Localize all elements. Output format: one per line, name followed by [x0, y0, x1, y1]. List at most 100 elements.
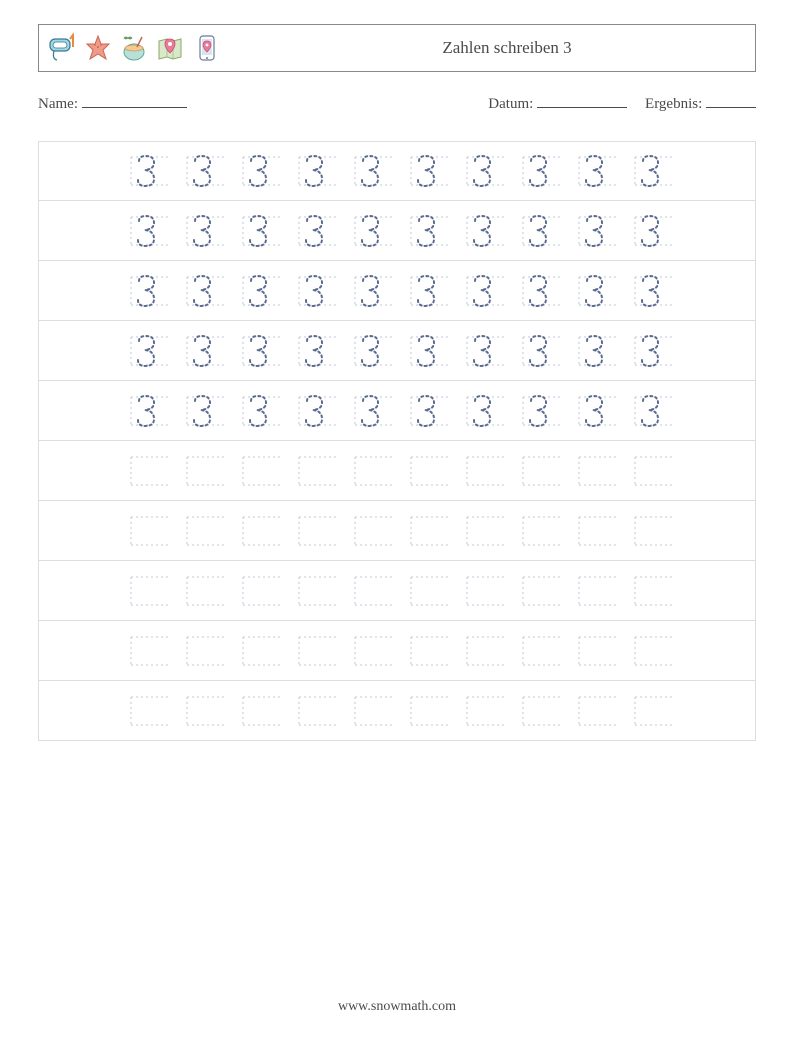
blank-guide-cell [297, 689, 353, 733]
blank-guide-cell [577, 629, 633, 673]
blank-guide-cell [297, 509, 353, 553]
header-box: Zahlen schreiben 3 [38, 24, 756, 72]
blank-guide-cell [577, 569, 633, 613]
blank-guide-cell [129, 509, 185, 553]
trace-digit-cell [633, 389, 689, 433]
tracing-row [38, 321, 756, 381]
phone-location-icon [191, 30, 221, 66]
blank-guide-cell [129, 629, 185, 673]
tracing-row [38, 261, 756, 321]
tracing-row [38, 621, 756, 681]
blank-guide-cell [465, 569, 521, 613]
trace-digit-cell [241, 149, 297, 193]
trace-digit-cell [241, 269, 297, 313]
trace-digit-cell [633, 149, 689, 193]
tracing-row [38, 441, 756, 501]
date-label: Datum: [488, 96, 533, 112]
blank-guide-cell [633, 449, 689, 493]
blank-guide-cell [129, 449, 185, 493]
blank-guide-cell [185, 629, 241, 673]
trace-digit-cell [297, 269, 353, 313]
trace-digit-cell [185, 209, 241, 253]
date-field: Datum: [488, 94, 627, 113]
trace-digit-cell [297, 329, 353, 373]
blank-guide-cell [353, 509, 409, 553]
trace-digit-cell [129, 149, 185, 193]
trace-digit-cell [185, 149, 241, 193]
blank-guide-cell [185, 569, 241, 613]
trace-digit-cell [185, 329, 241, 373]
blank-guide-cell [129, 689, 185, 733]
date-blank [537, 94, 627, 108]
blank-guide-cell [353, 629, 409, 673]
trace-digit-cell [521, 389, 577, 433]
trace-digit-cell [577, 389, 633, 433]
trace-digit-cell [409, 149, 465, 193]
trace-digit-cell [521, 209, 577, 253]
blank-guide-cell [577, 689, 633, 733]
trace-digit-cell [353, 329, 409, 373]
blank-guide-cell [633, 689, 689, 733]
trace-digit-cell [521, 149, 577, 193]
name-blank [82, 94, 187, 108]
blank-guide-cell [353, 449, 409, 493]
blank-guide-cell [521, 509, 577, 553]
coconut-drink-icon [119, 30, 149, 66]
trace-digit-cell [577, 269, 633, 313]
trace-digit-cell [577, 329, 633, 373]
result-blank [706, 94, 756, 108]
trace-digit-cell [241, 209, 297, 253]
blank-guide-cell [297, 569, 353, 613]
blank-guide-cell [409, 509, 465, 553]
blank-guide-cell [409, 569, 465, 613]
trace-digit-cell [465, 329, 521, 373]
trace-digit-cell [633, 329, 689, 373]
map-pin-icon [155, 30, 185, 66]
blank-guide-cell [577, 509, 633, 553]
blank-guide-cell [409, 449, 465, 493]
blank-guide-cell [521, 629, 577, 673]
blank-guide-cell [409, 689, 465, 733]
trace-digit-cell [409, 269, 465, 313]
blank-guide-cell [241, 569, 297, 613]
trace-digit-cell [241, 389, 297, 433]
trace-digit-cell [465, 389, 521, 433]
header-icons [47, 30, 221, 66]
tracing-row [38, 381, 756, 441]
name-label: Name: [38, 96, 78, 112]
tracing-row [38, 201, 756, 261]
trace-digit-cell [297, 389, 353, 433]
trace-digit-cell [129, 209, 185, 253]
blank-guide-cell [633, 629, 689, 673]
tracing-row [38, 561, 756, 621]
blank-guide-cell [241, 509, 297, 553]
blank-guide-cell [465, 689, 521, 733]
blank-guide-cell [465, 449, 521, 493]
blank-guide-cell [353, 689, 409, 733]
trace-digit-cell [633, 269, 689, 313]
trace-digit-cell [129, 329, 185, 373]
trace-digit-cell [409, 389, 465, 433]
blank-guide-cell [353, 569, 409, 613]
trace-digit-cell [465, 209, 521, 253]
tracing-row [38, 681, 756, 741]
info-row: Name: Datum: Ergebnis: [38, 94, 756, 113]
trace-digit-cell [465, 149, 521, 193]
blank-guide-cell [633, 569, 689, 613]
footer-url: www.snowmath.com [0, 999, 794, 1015]
blank-guide-cell [409, 629, 465, 673]
blank-guide-cell [521, 449, 577, 493]
trace-digit-cell [353, 389, 409, 433]
blank-guide-cell [241, 449, 297, 493]
trace-digit-cell [409, 209, 465, 253]
blank-guide-cell [241, 629, 297, 673]
blank-guide-cell [129, 569, 185, 613]
trace-digit-cell [185, 389, 241, 433]
result-field: Ergebnis: [645, 94, 756, 113]
trace-digit-cell [353, 149, 409, 193]
trace-digit-cell [521, 269, 577, 313]
snorkel-mask-icon [47, 30, 77, 66]
tracing-row [38, 141, 756, 201]
blank-guide-cell [241, 689, 297, 733]
starfish-icon [83, 30, 113, 66]
